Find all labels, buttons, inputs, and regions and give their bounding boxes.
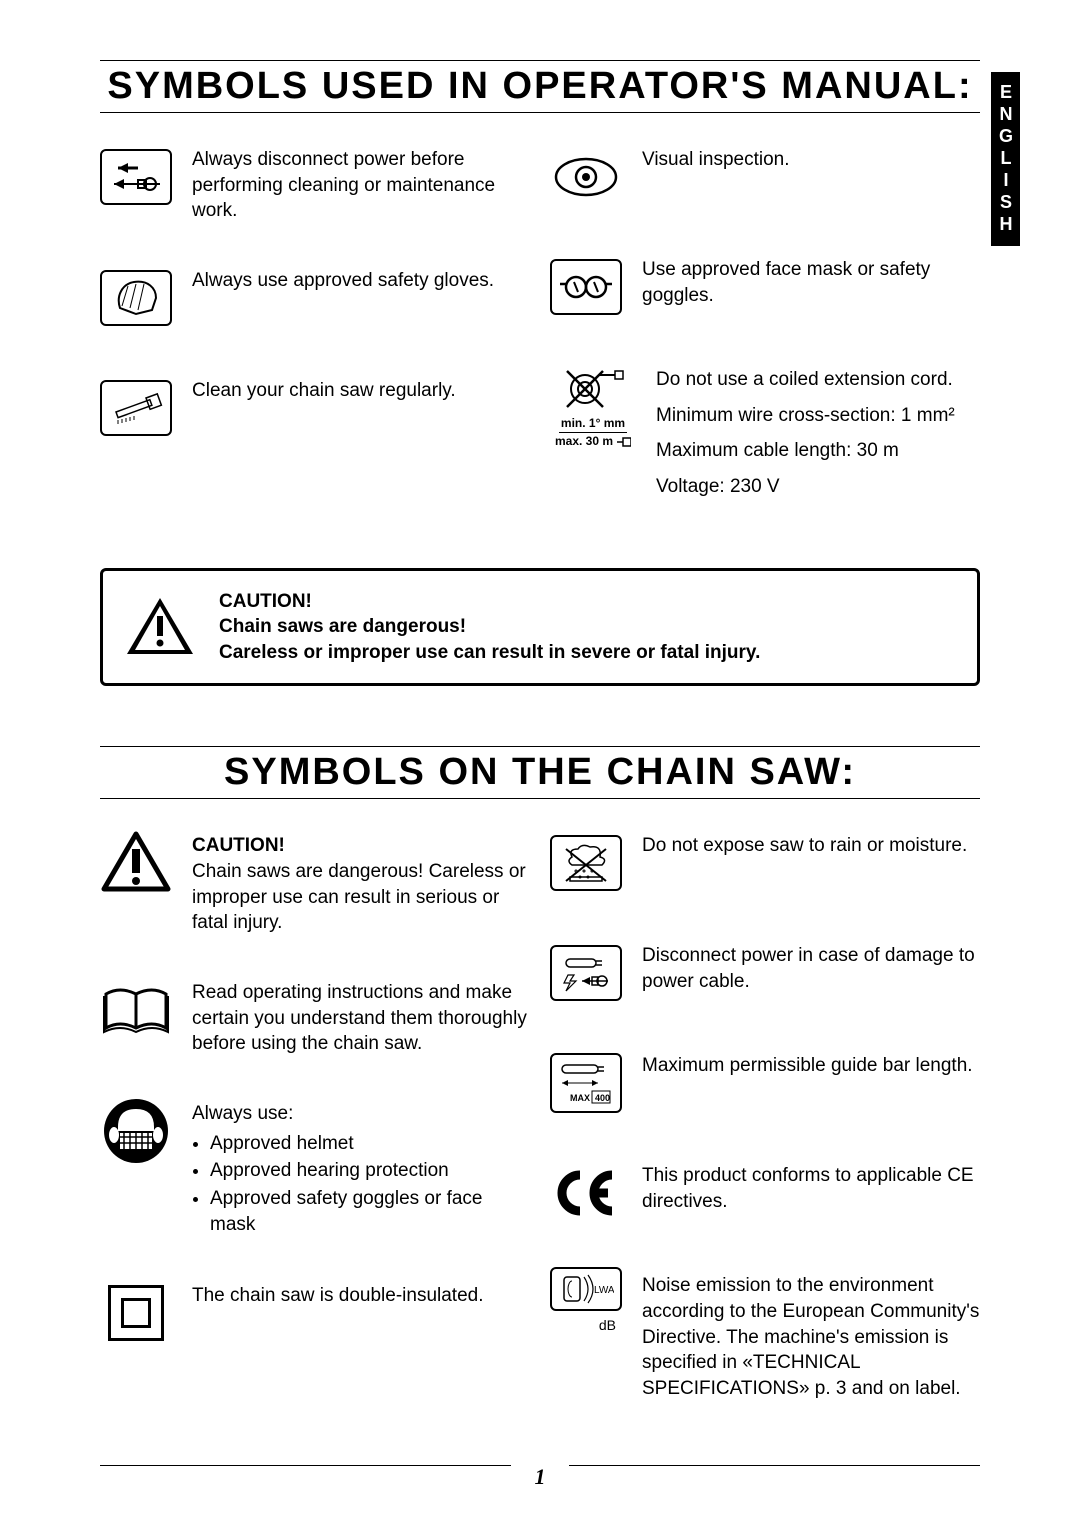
no-rain-icon [550,827,622,899]
s1-right-text-2: Do not use a coiled extension cord. Mini… [656,361,980,510]
caution-text: CAUTION! Chain saws are dangerous! Carel… [219,589,760,666]
s2-right-text-2: Maximum permissible guide bar length. [642,1047,980,1079]
s2-left-row-2: Always use: Approved helmet Approved hea… [100,1095,530,1239]
s1-right-row-2: min. 1° mm max. 30 m Do not use a coiled… [550,361,980,510]
s2-right-row-2: MAX 400 Maximum permissible guide bar le… [550,1047,980,1119]
ppe-item-0: Approved helmet [210,1131,530,1157]
manual-page: ENGLISH SYMBOLS USED IN OPERATOR'S MANUA… [0,0,1080,1534]
s2-left-text-2: Always use: Approved helmet Approved hea… [192,1095,530,1239]
cord-min-label: min. 1° mm [561,417,625,430]
caution-line1: Chain saws are dangerous! [219,616,466,637]
s1-left-row-1: Always use approved safety gloves. [100,262,530,334]
cord-line-2: Maximum cable length: 30 m [656,438,980,464]
s2-right-text-0: Do not expose saw to rain or moisture. [642,827,980,859]
cord-line-3: Voltage: 230 V [656,474,980,500]
s2-left-lead-2: Always use: [192,1103,293,1124]
s1-right-text-1: Use approved face mask or safety goggles… [642,251,980,308]
cord-max-label: max. 30 m [555,435,613,448]
language-tab: ENGLISH [991,72,1020,246]
s2-right-text-1: Disconnect power in case of damage to po… [642,937,980,994]
s2-left-row-3: The chain saw is double-insulated. [100,1277,530,1349]
section1-left-col: Always disconnect power before performin… [100,141,530,548]
section1-title: SYMBOLS USED IN OPERATOR'S MANUAL: [100,65,980,108]
extension-cord-icon: min. 1° mm max. 30 m [550,361,636,448]
ppe-item-1: Approved hearing protection [210,1158,530,1184]
rule-bottom-1 [100,112,980,113]
ppe-item-2: Approved safety goggles or face mask [210,1186,530,1237]
caution-heading: CAUTION! [219,591,312,612]
s2-left-text-0: CAUTION! Chain saws are dangerous! Carel… [192,827,530,936]
s1-left-row-0: Always disconnect power before performin… [100,141,530,224]
s2-right-row-0: Do not expose saw to rain or moisture. [550,827,980,899]
s2-left-row-1: Read operating instructions and make cer… [100,974,530,1057]
visual-inspection-icon [550,141,622,213]
cord-line-1: Minimum wire cross-section: 1 mm² [656,403,980,429]
ce-mark-icon [550,1157,622,1229]
s2-right-row-3: This product conforms to applicable CE d… [550,1157,980,1229]
caution-box: CAUTION! Chain saws are dangerous! Carel… [100,568,980,687]
s1-right-row-0: Visual inspection. [550,141,980,213]
max-bar-length-icon: MAX 400 [550,1047,622,1119]
s1-left-text-1: Always use approved safety gloves. [192,262,530,294]
cord-line-0: Do not use a coiled extension cord. [656,367,980,393]
caution-triangle-icon [100,827,172,899]
disconnect-damage-icon [550,937,622,1009]
s2-left-heading-0: CAUTION! [192,835,285,856]
s2-left-body-0: Chain saws are dangerous! Careless or im… [192,861,526,933]
s2-right-row-1: Disconnect power in case of damage to po… [550,937,980,1009]
clean-chainsaw-icon [100,372,172,444]
section1-right-col: Visual inspection. Us [550,141,980,548]
s2-left-row-0: CAUTION! Chain saws are dangerous! Carel… [100,827,530,936]
section2-left-col: CAUTION! Chain saws are dangerous! Carel… [100,827,530,1401]
s1-right-row-1: Use approved face mask or safety goggles… [550,251,980,323]
lwa-label: LWA [594,1285,614,1296]
section2-right-col: Do not expose saw to rain or moisture. [550,827,980,1401]
s1-left-text-2: Clean your chain saw regularly. [192,372,530,404]
section2-columns: CAUTION! Chain saws are dangerous! Carel… [100,827,980,1401]
safety-gloves-icon [100,262,172,334]
section1-columns: Always disconnect power before performin… [100,141,980,548]
ppe-list: Approved helmet Approved hearing protect… [192,1131,530,1238]
s2-right-row-4: LWA dB Noise emission to the environment… [550,1267,980,1401]
s2-right-text-3: This product conforms to applicable CE d… [642,1157,980,1214]
section2-title: SYMBOLS ON THE CHAIN SAW: [100,751,980,794]
read-manual-icon [100,974,172,1046]
caution-line2: Careless or improper use can result in s… [219,642,760,663]
s2-left-text-1: Read operating instructions and make cer… [192,974,530,1057]
s1-left-text-0: Always disconnect power before performin… [192,141,530,224]
face-mask-icon [550,251,622,323]
disconnect-power-icon [100,141,172,213]
rule-bottom-2 [100,798,980,799]
noise-emission-icon: LWA dB [550,1267,622,1333]
ppe-helmet-icon [100,1095,172,1167]
db-label: dB [556,1317,616,1333]
double-insulated-icon [100,1277,172,1349]
rule-top-1 [100,60,980,61]
s1-right-text-0: Visual inspection. [642,141,980,173]
s2-right-text-4: Noise emission to the environment accord… [642,1267,980,1401]
max-val: 400 [595,1093,610,1103]
s2-left-text-3: The chain saw is double-insulated. [192,1277,530,1309]
s1-left-row-2: Clean your chain saw regularly. [100,372,530,444]
max-label: MAX [570,1093,590,1103]
page-number: 1 [0,1464,1080,1490]
rule-top-2 [100,746,980,747]
warning-triangle-icon [125,596,195,658]
